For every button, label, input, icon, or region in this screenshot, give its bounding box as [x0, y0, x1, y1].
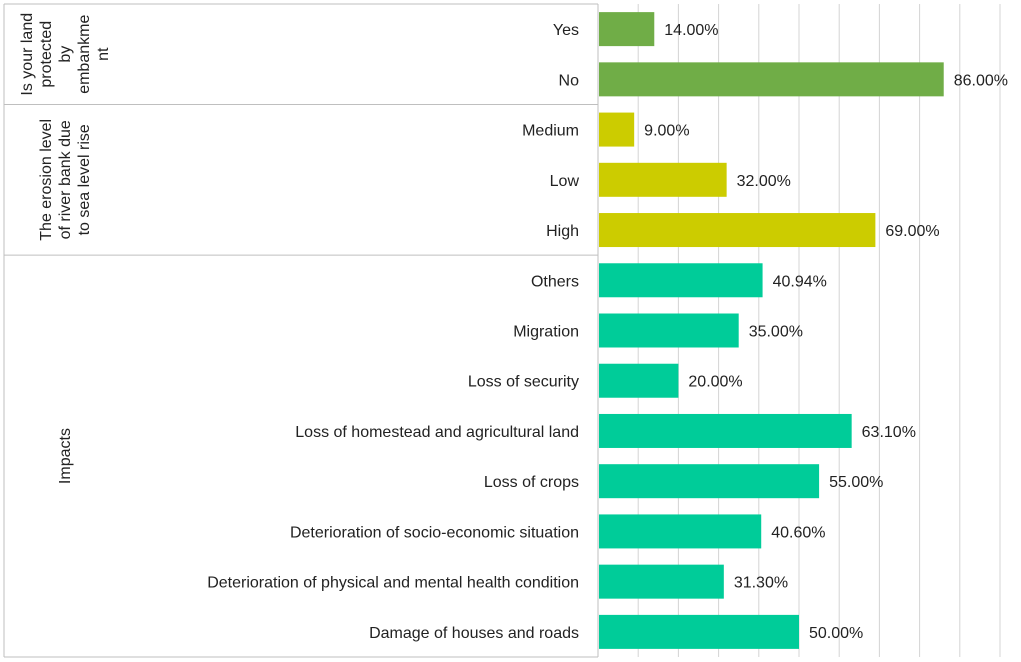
category-label-damage-of-houses-and-roads: Damage of houses and roads: [369, 625, 579, 642]
category-label-medium: Medium: [522, 123, 579, 140]
value-label-migration: 35.00%: [749, 324, 803, 341]
value-label-loss-of-crops: 55.00%: [829, 474, 883, 491]
value-label-loss-of-security: 20.00%: [688, 374, 742, 391]
bar-deterioration-of-physical-and-mental-health-condition: [599, 564, 724, 599]
bar-others: [599, 263, 763, 298]
value-label-loss-of-homestead-and-agricultural-land: 63.10%: [862, 424, 916, 441]
bar-high: [599, 213, 876, 248]
bar-medium: [599, 112, 635, 147]
value-label-low: 32.00%: [737, 173, 791, 190]
category-label-loss-of-homestead-and-agricultural-land: Loss of homestead and agricultural land: [295, 424, 579, 441]
value-label-yes: 14.00%: [664, 22, 718, 39]
group-label-line: of river bank due: [57, 120, 74, 239]
bars: [599, 12, 944, 649]
group-label-line: Impacts: [57, 428, 74, 484]
bar-deterioration-of-socio-economic-situation: [599, 514, 762, 549]
value-label-damage-of-houses-and-roads: 50.00%: [809, 625, 863, 642]
category-label-no: No: [559, 72, 580, 89]
bar-no: [599, 62, 944, 97]
bar-loss-of-security: [599, 363, 679, 398]
value-label-deterioration-of-socio-economic-situation: 40.60%: [771, 524, 825, 541]
category-frame: [3, 3, 599, 658]
bar-migration: [599, 313, 739, 348]
value-label-high: 69.00%: [885, 223, 939, 240]
category-label-others: Others: [531, 273, 579, 290]
group-label-line: by: [57, 46, 74, 63]
value-label-others: 40.94%: [773, 273, 827, 290]
bar-yes: [599, 12, 655, 47]
value-label-medium: 9.00%: [644, 123, 689, 140]
bar-low: [599, 162, 727, 197]
category-label-low: Low: [550, 173, 580, 190]
group-label-line: to sea level rise: [76, 124, 93, 235]
category-label-deterioration-of-physical-and-mental-health-condition: Deterioration of physical and mental hea…: [207, 575, 579, 592]
category-labels: Yes No Medium Low High Others Migration Loss of…: [207, 22, 579, 642]
category-label-deterioration-of-socio-economic-situation: Deterioration of socio-economic situatio…: [290, 524, 579, 541]
bar-damage-of-houses-and-roads: [599, 614, 799, 649]
category-label-high: High: [546, 223, 579, 240]
category-label-loss-of-security: Loss of security: [468, 374, 579, 391]
gridlines: [597, 4, 1001, 657]
value-labels: 14.00% 86.00% 9.00% 32.00% 69.00% 40.94% 35.00…: [644, 22, 1008, 642]
group-label-is-your-land-protected-by-embankment: Is your land protected by embankme nt: [19, 13, 112, 96]
category-label-yes: Yes: [553, 22, 579, 39]
group-label-line: The erosion level: [38, 119, 55, 241]
category-label-loss-of-crops: Loss of crops: [484, 474, 579, 491]
value-label-no: 86.00%: [954, 72, 1008, 89]
bar-loss-of-crops: [599, 464, 820, 499]
bar-loss-of-homestead-and-agricultural-land: [599, 413, 852, 448]
group-label-line: Is your land: [19, 13, 36, 96]
group-labels: Is your land protected by embankme nt The ero…: [19, 13, 112, 484]
group-label-line: protected: [38, 21, 55, 88]
group-label-the-erosion-level-of-river-bank-due-to-sea-level-rise: The erosion level of river bank due to sea…: [38, 119, 93, 241]
category-label-migration: Migration: [513, 324, 579, 341]
group-label-line: embankme: [76, 15, 93, 94]
value-label-deterioration-of-physical-and-mental-health-condition: 31.30%: [734, 575, 788, 592]
group-label-line: nt: [95, 47, 112, 61]
group-label-impacts: Impacts: [57, 428, 74, 484]
